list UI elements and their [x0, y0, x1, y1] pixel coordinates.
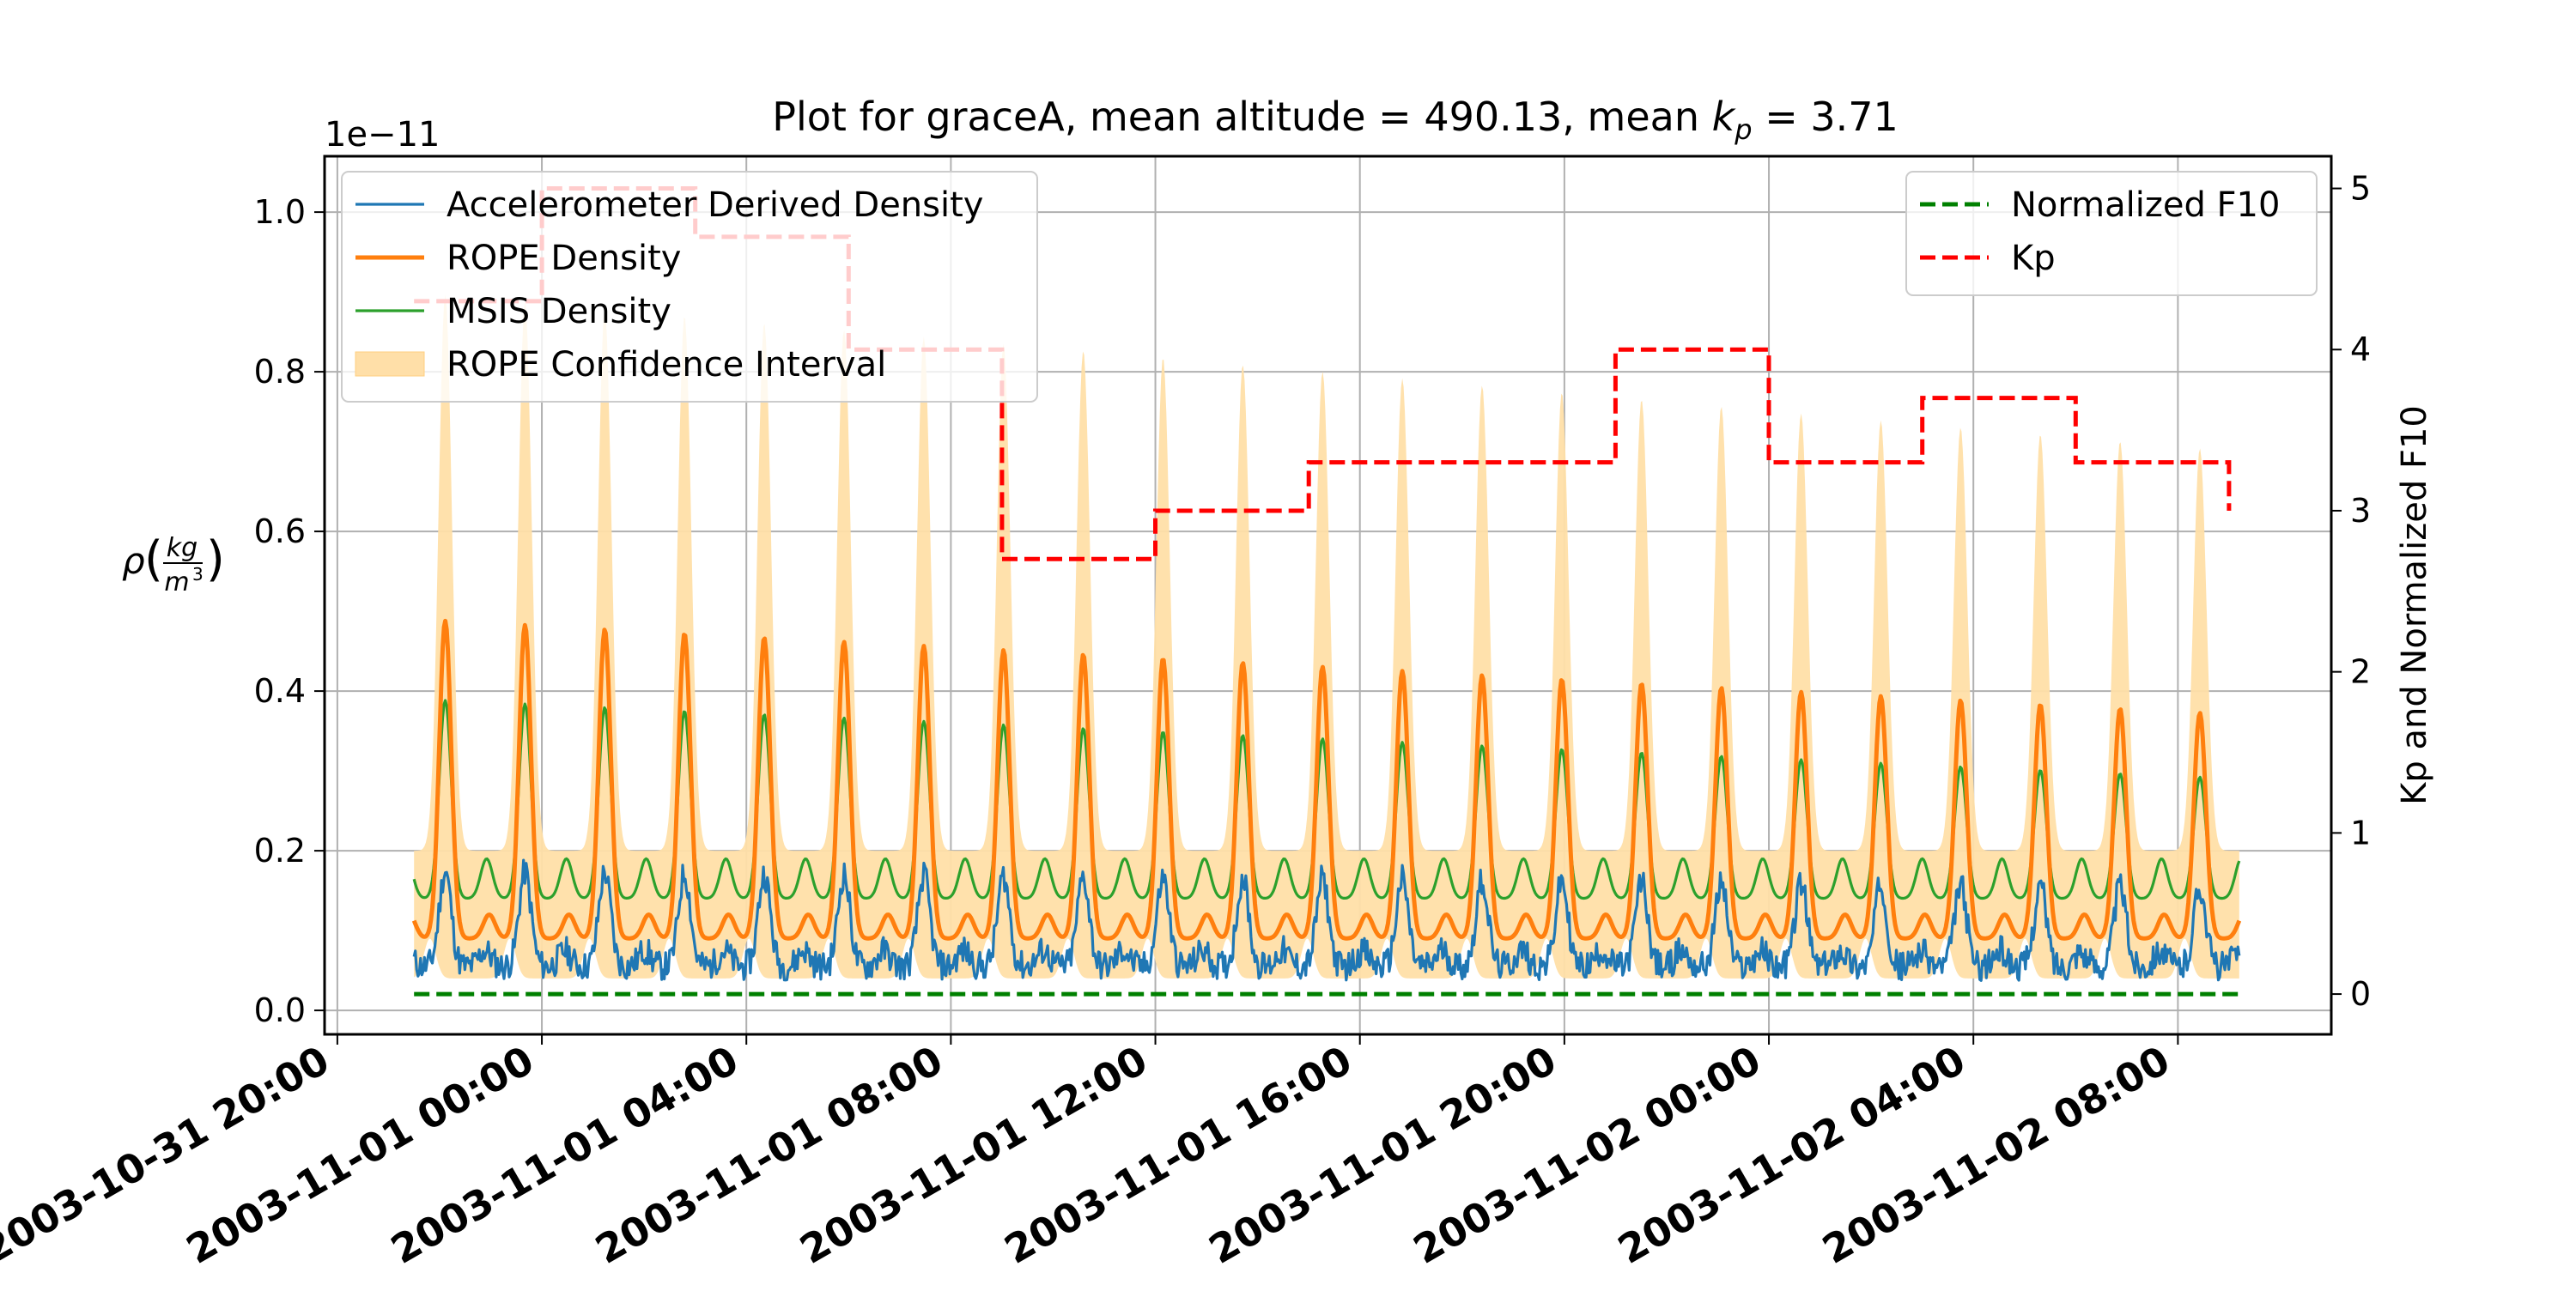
- right-tick-label: 2: [2350, 653, 2371, 691]
- left-tick-label: 0.4: [254, 672, 306, 710]
- left-tick-label: 0.2: [254, 832, 306, 870]
- series-lines: [411, 618, 2242, 982]
- right-tick-label: 5: [2350, 170, 2371, 208]
- legend-label: ROPE Confidence Interval: [447, 345, 886, 385]
- legend-swatch: [355, 351, 425, 377]
- right-axis: 0 1 2 3 4 5: [2331, 170, 2371, 1013]
- svg-text:(: (: [144, 531, 163, 587]
- left-axis-label: ρ ( kg m 3 ): [122, 531, 225, 597]
- legend-label: Accelerometer Derived Density: [447, 185, 983, 225]
- plot-frame: [323, 155, 2333, 1036]
- left-tick-label: 0.6: [254, 512, 306, 550]
- svg-text:kg: kg: [167, 533, 197, 563]
- left-tick-label: 1.0: [254, 193, 306, 231]
- left-axis-offset-text: 1e−11: [325, 115, 440, 155]
- confidence-band: [414, 294, 2239, 979]
- right-tick-label: 4: [2350, 330, 2371, 368]
- legend-label: ROPE Density: [447, 239, 681, 278]
- chart-title: Plot for graceA, mean altitude = 490.13,…: [772, 94, 1899, 146]
- svg-text:ρ: ρ: [122, 540, 145, 582]
- legend-label: Normalized F10: [2011, 185, 2280, 225]
- legend-label: Kp: [2011, 239, 2056, 278]
- accelerometer-derived-density-line: [412, 858, 2241, 982]
- legend-box: [1905, 171, 2318, 296]
- legend-right: Normalized F10 Kp: [1905, 171, 2318, 296]
- legend-label: MSIS Density: [447, 292, 671, 331]
- svg-text:m: m: [164, 567, 189, 597]
- rope-density-line: [411, 618, 2242, 941]
- legend-box: [341, 171, 1038, 403]
- svg-text:): ): [206, 531, 225, 587]
- right-tick-label: 0: [2350, 975, 2371, 1013]
- left-axis: 0.0 0.2 0.4 0.6 0.8 1.0: [254, 193, 325, 1029]
- left-tick-label: 0.0: [254, 991, 306, 1029]
- rope-confidence-band: [414, 294, 2239, 979]
- left-tick-label: 0.8: [254, 353, 306, 391]
- svg-text:3: 3: [192, 564, 204, 585]
- legend-left: Accelerometer Derived Density ROPE Densit…: [341, 171, 1038, 403]
- right-axis-label: Kp and Normalized F10: [2395, 405, 2434, 805]
- right-tick-label: 1: [2350, 814, 2371, 852]
- right-tick-label: 3: [2350, 492, 2371, 530]
